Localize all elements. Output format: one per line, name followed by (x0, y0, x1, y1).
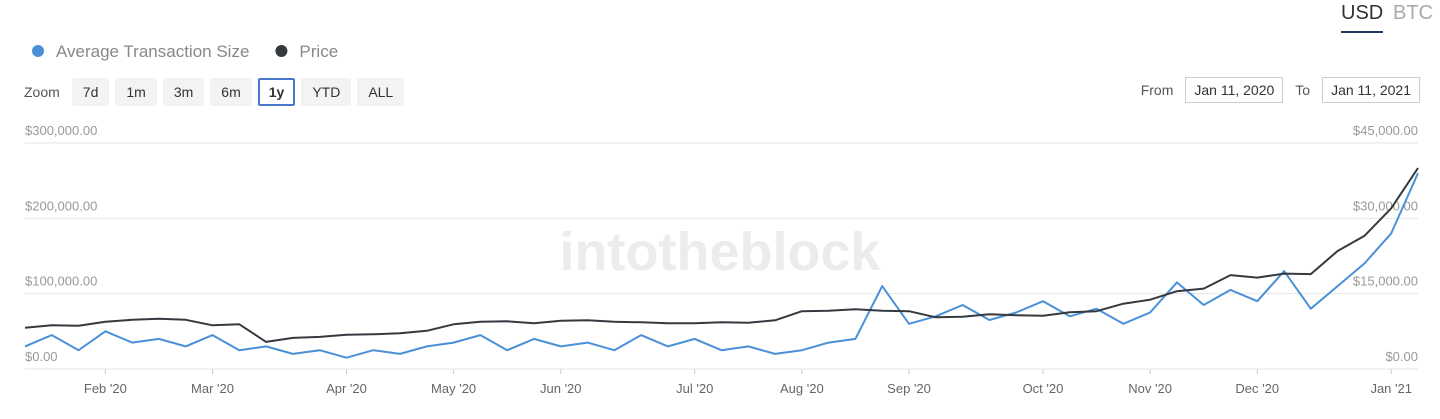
x-tick-label: Apr '20 (326, 381, 367, 396)
y2-tick-label: $0.00 (1385, 349, 1418, 364)
y-tick-label: $0.00 (25, 349, 58, 364)
x-tick-label: Feb '20 (84, 381, 127, 396)
x-tick-label: Oct '20 (1023, 381, 1064, 396)
watermark: intotheblock (560, 222, 882, 282)
zoom-button[interactable]: 6m (210, 78, 252, 106)
currency-usd[interactable]: USD (1341, 2, 1384, 33)
x-tick-label: Dec '20 (1235, 381, 1279, 396)
x-tick-label: Jul '20 (676, 381, 713, 396)
from-label: From (1140, 82, 1174, 98)
y-tick-label: $200,000.00 (25, 198, 97, 213)
x-tick-label: May '20 (431, 381, 476, 396)
x-tick-label: Jan '21 (1370, 381, 1412, 396)
zoom-button[interactable]: 3m (162, 78, 205, 106)
zoom-row: Zoom 7d 1m 3m 6m 1y YTD ALL (24, 78, 405, 106)
to-label: To (1295, 82, 1311, 98)
legend-label: Average Transaction Size (56, 42, 249, 61)
legend-marker (32, 45, 44, 57)
y-tick-label: $300,000.00 (25, 123, 97, 138)
x-tick-label: Nov '20 (1128, 381, 1172, 396)
legend-marker (275, 45, 288, 57)
zoom-button[interactable]: 1m (115, 78, 157, 106)
zoom-label: Zoom (24, 84, 60, 100)
legend-label: Price (299, 42, 338, 61)
x-tick-label: Mar '20 (191, 381, 234, 396)
date-range: From Jan 11, 2020 To Jan 11, 2021 (1141, 77, 1420, 103)
y-tick-label: $100,000.00 (25, 274, 97, 289)
zoom-button[interactable]: ALL (357, 78, 405, 106)
zoom-button[interactable]: YTD (301, 78, 352, 106)
series-line (24, 167, 1419, 343)
currency-btc[interactable]: BTC (1393, 2, 1433, 24)
y2-tick-label: $15,000.00 (1353, 274, 1418, 289)
to-input[interactable]: Jan 11, 2021 (1322, 77, 1420, 103)
from-input[interactable]: Jan 11, 2020 (1185, 77, 1284, 103)
x-tick-label: Jun '20 (540, 381, 582, 396)
zoom-button[interactable]: 1y (257, 78, 296, 106)
y2-tick-label: $30,000.00 (1353, 198, 1418, 213)
y2-tick-label: $45,000.00 (1353, 123, 1418, 138)
x-tick-label: Sep '20 (887, 381, 931, 396)
zoom-button[interactable]: 7d (71, 78, 110, 106)
x-tick-label: Aug '20 (780, 381, 824, 396)
